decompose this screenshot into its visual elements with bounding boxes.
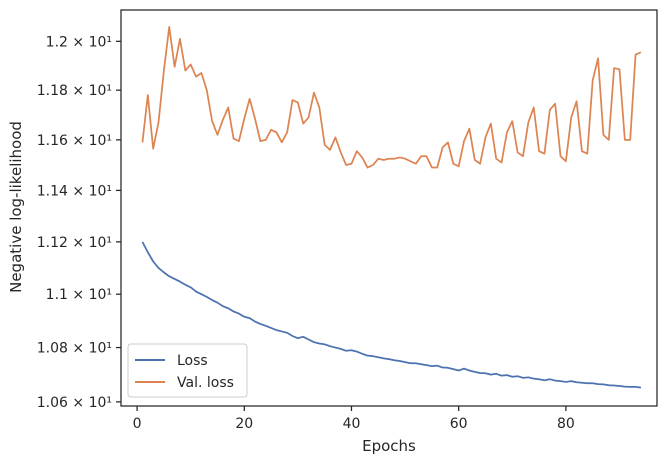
x-tick-label: 0	[133, 416, 142, 432]
y-tick-label: 1.16 × 10¹	[37, 133, 112, 149]
y-axis: 1.06 × 10¹ 1.08 × 10¹ 1.1 × 10¹ 1.12 × 10¹ 1…	[37, 34, 121, 411]
legend: Loss Val. loss	[127, 343, 248, 398]
plot-frame	[120, 9, 658, 407]
y-tick-label: 1.18 × 10¹	[37, 83, 112, 99]
y-axis-label: Negative log-likelihood	[7, 121, 25, 293]
x-axis: 0 20 40 60 80	[133, 406, 575, 432]
y-tick-label: 1.08 × 10¹	[37, 341, 112, 357]
x-tick-label: 20	[235, 416, 253, 432]
x-tick-label: 40	[343, 416, 361, 432]
series-line-val-loss	[141, 25, 642, 169]
y-tick-label: 1.14 × 10¹	[37, 183, 112, 199]
y-tick-label: 1.1 × 10¹	[46, 287, 112, 303]
legend-label-val-loss: Val. loss	[177, 375, 234, 391]
series-line-loss	[141, 241, 642, 389]
legend-label-loss: Loss	[177, 353, 208, 369]
legend-box	[127, 343, 248, 398]
x-axis-label: Epochs	[362, 437, 416, 455]
y-tick-label: 1.12 × 10¹	[37, 235, 112, 251]
y-tick-label: 1.2 × 10¹	[46, 34, 112, 50]
x-tick-label: 60	[450, 416, 468, 432]
x-tick-label: 80	[557, 416, 575, 432]
plot-lines	[141, 25, 642, 389]
y-tick-label: 1.06 × 10¹	[37, 395, 112, 411]
